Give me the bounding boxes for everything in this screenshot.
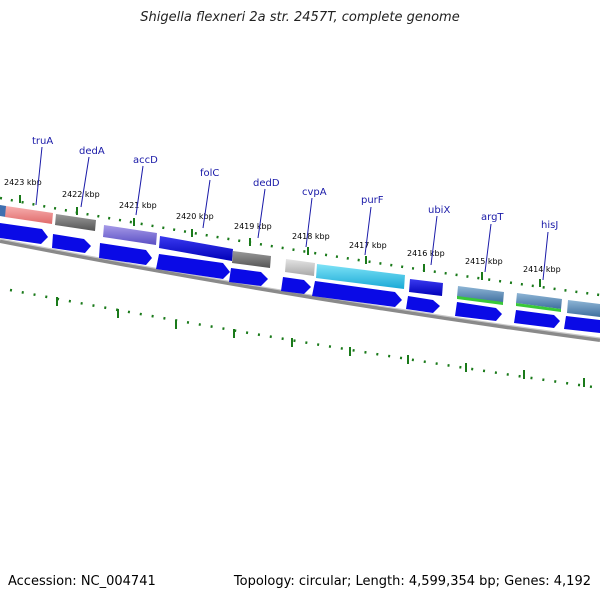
accession-label: Accession: NC_004741 [8, 574, 156, 589]
cds-arrow [455, 302, 502, 321]
cds-arrow [99, 243, 152, 265]
label-lines [35, 146, 549, 281]
cds-arrow [281, 277, 311, 294]
feature-box-truA [5, 206, 53, 224]
cds-arrow [0, 223, 48, 244]
map-title: Shigella flexneri 2a str. 2457T, complet… [140, 10, 460, 25]
cds-arrow [564, 316, 600, 333]
gene-label-accD: accD [133, 155, 158, 166]
tick-label: 2422 kbp [62, 190, 100, 199]
cds-arrow [52, 234, 91, 253]
tick-label: 2418 kbp [292, 232, 330, 241]
feature-box-argT-green [457, 296, 503, 305]
tick-label: 2420 kbp [176, 212, 214, 221]
cds-track [0, 223, 600, 333]
gene-label-dedD: dedD [253, 178, 280, 189]
inner-ruler [9, 288, 600, 390]
feature-box-argT [457, 286, 504, 303]
tick-label: 2414 kbp [523, 265, 561, 274]
feature-box-dedA [55, 214, 96, 231]
gene-label-purF: purF [361, 195, 384, 206]
cds-arrow [406, 296, 440, 313]
gene-label-argT: argT [481, 212, 504, 223]
feature-box-folC [159, 236, 233, 261]
genome-backbone [0, 239, 600, 342]
feature-box-hisJ [516, 293, 562, 309]
gene-label-cvpA: cvpA [302, 187, 327, 198]
feature-box-accD [103, 225, 157, 245]
tick-label: 2423 kbp [4, 178, 42, 187]
feature-track-upper [0, 205, 600, 317]
feature-box-cvpA [285, 259, 315, 276]
gene-label-hisJ: hisJ [541, 220, 558, 231]
major-ticks [19, 195, 541, 287]
feature-box-blue-edge [0, 205, 6, 217]
feature-box-dedD [232, 251, 271, 268]
tick-label: 2419 kbp [234, 222, 272, 231]
feature-box-ubiX [409, 279, 443, 296]
tick-label: 2417 kbp [349, 241, 387, 250]
gene-label-ubiX: ubiX [428, 205, 450, 216]
genome-summary: Topology: circular; Length: 4,599,354 bp… [233, 574, 591, 589]
gene-label-folC: folC [200, 168, 219, 179]
cds-arrow [514, 310, 560, 328]
tick-label: 2416 kbp [407, 249, 445, 258]
cds-arrow [156, 254, 230, 279]
gene-label-dedA: dedA [79, 146, 105, 157]
feature-box-purF [316, 264, 405, 289]
inner-major-ticks [56, 297, 585, 387]
tick-label: 2415 kbp [465, 257, 503, 266]
cds-arrow [229, 268, 268, 286]
gene-labels: truA dedA accD folC dedD cvpA purF ubiX … [32, 136, 558, 231]
feature-box-edge [567, 300, 600, 317]
gene-label-truA: truA [32, 136, 53, 147]
feature-box-hisJ-green [516, 303, 561, 312]
cds-arrow [312, 281, 402, 307]
